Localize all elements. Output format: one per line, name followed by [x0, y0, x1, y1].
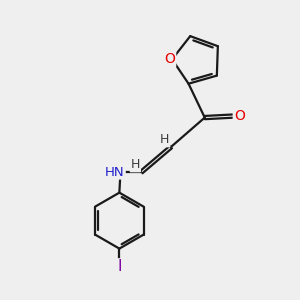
- Text: HN: HN: [105, 166, 125, 178]
- Text: I: I: [117, 260, 122, 274]
- Text: H: H: [131, 158, 140, 171]
- Text: O: O: [164, 52, 175, 66]
- Text: O: O: [234, 109, 244, 123]
- Text: H: H: [160, 133, 170, 146]
